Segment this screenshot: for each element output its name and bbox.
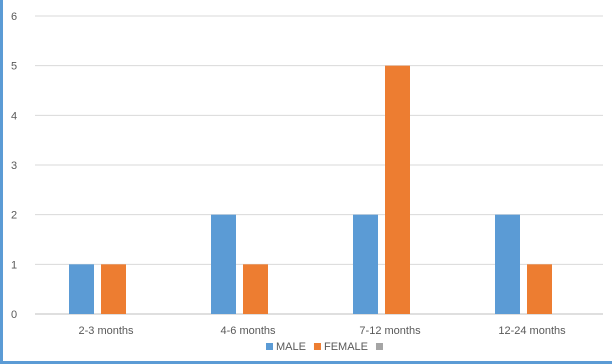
bar-chart: 0 1 2 3 4 5 6 2-3 months 4-6 months 7-12 months 1… [11, 11, 603, 353]
x-tick-label: 2-3 months [78, 325, 134, 337]
x-axis-ticks: 2-3 months 4-6 months 7-12 months 12-24 mon… [78, 325, 566, 337]
x-tick-label: 4-6 months [220, 325, 276, 337]
legend-swatch [266, 343, 273, 350]
bars [69, 65, 552, 315]
bar-male-1 [211, 214, 236, 314]
x-tick-label: 12-24 months [498, 325, 566, 337]
bar-female-1 [243, 264, 268, 314]
y-tick-label: 1 [11, 259, 17, 271]
x-tick-label: 7-12 months [359, 325, 421, 337]
bar-female-3 [527, 264, 552, 314]
bar-male-0 [69, 264, 94, 314]
legend-swatch [313, 343, 321, 350]
bar-female-0 [101, 264, 126, 314]
y-tick-label: 3 [11, 160, 17, 172]
legend-label: MALE [276, 341, 306, 353]
y-tick-label: 6 [11, 11, 17, 23]
legend-label: FEMALE [324, 341, 368, 353]
legend-swatch [375, 343, 383, 350]
y-tick-label: 4 [11, 110, 17, 122]
y-tick-label: 2 [11, 210, 17, 222]
gridlines [35, 15, 603, 315]
legend: MALE FEMALE [266, 341, 383, 353]
bar-male-3 [495, 214, 520, 314]
bar-female-2 [385, 65, 410, 315]
y-tick-label: 0 [11, 309, 17, 321]
y-tick-label: 5 [11, 61, 17, 73]
bar-male-2 [353, 214, 378, 314]
y-axis-ticks: 0 1 2 3 4 5 6 [11, 11, 17, 321]
